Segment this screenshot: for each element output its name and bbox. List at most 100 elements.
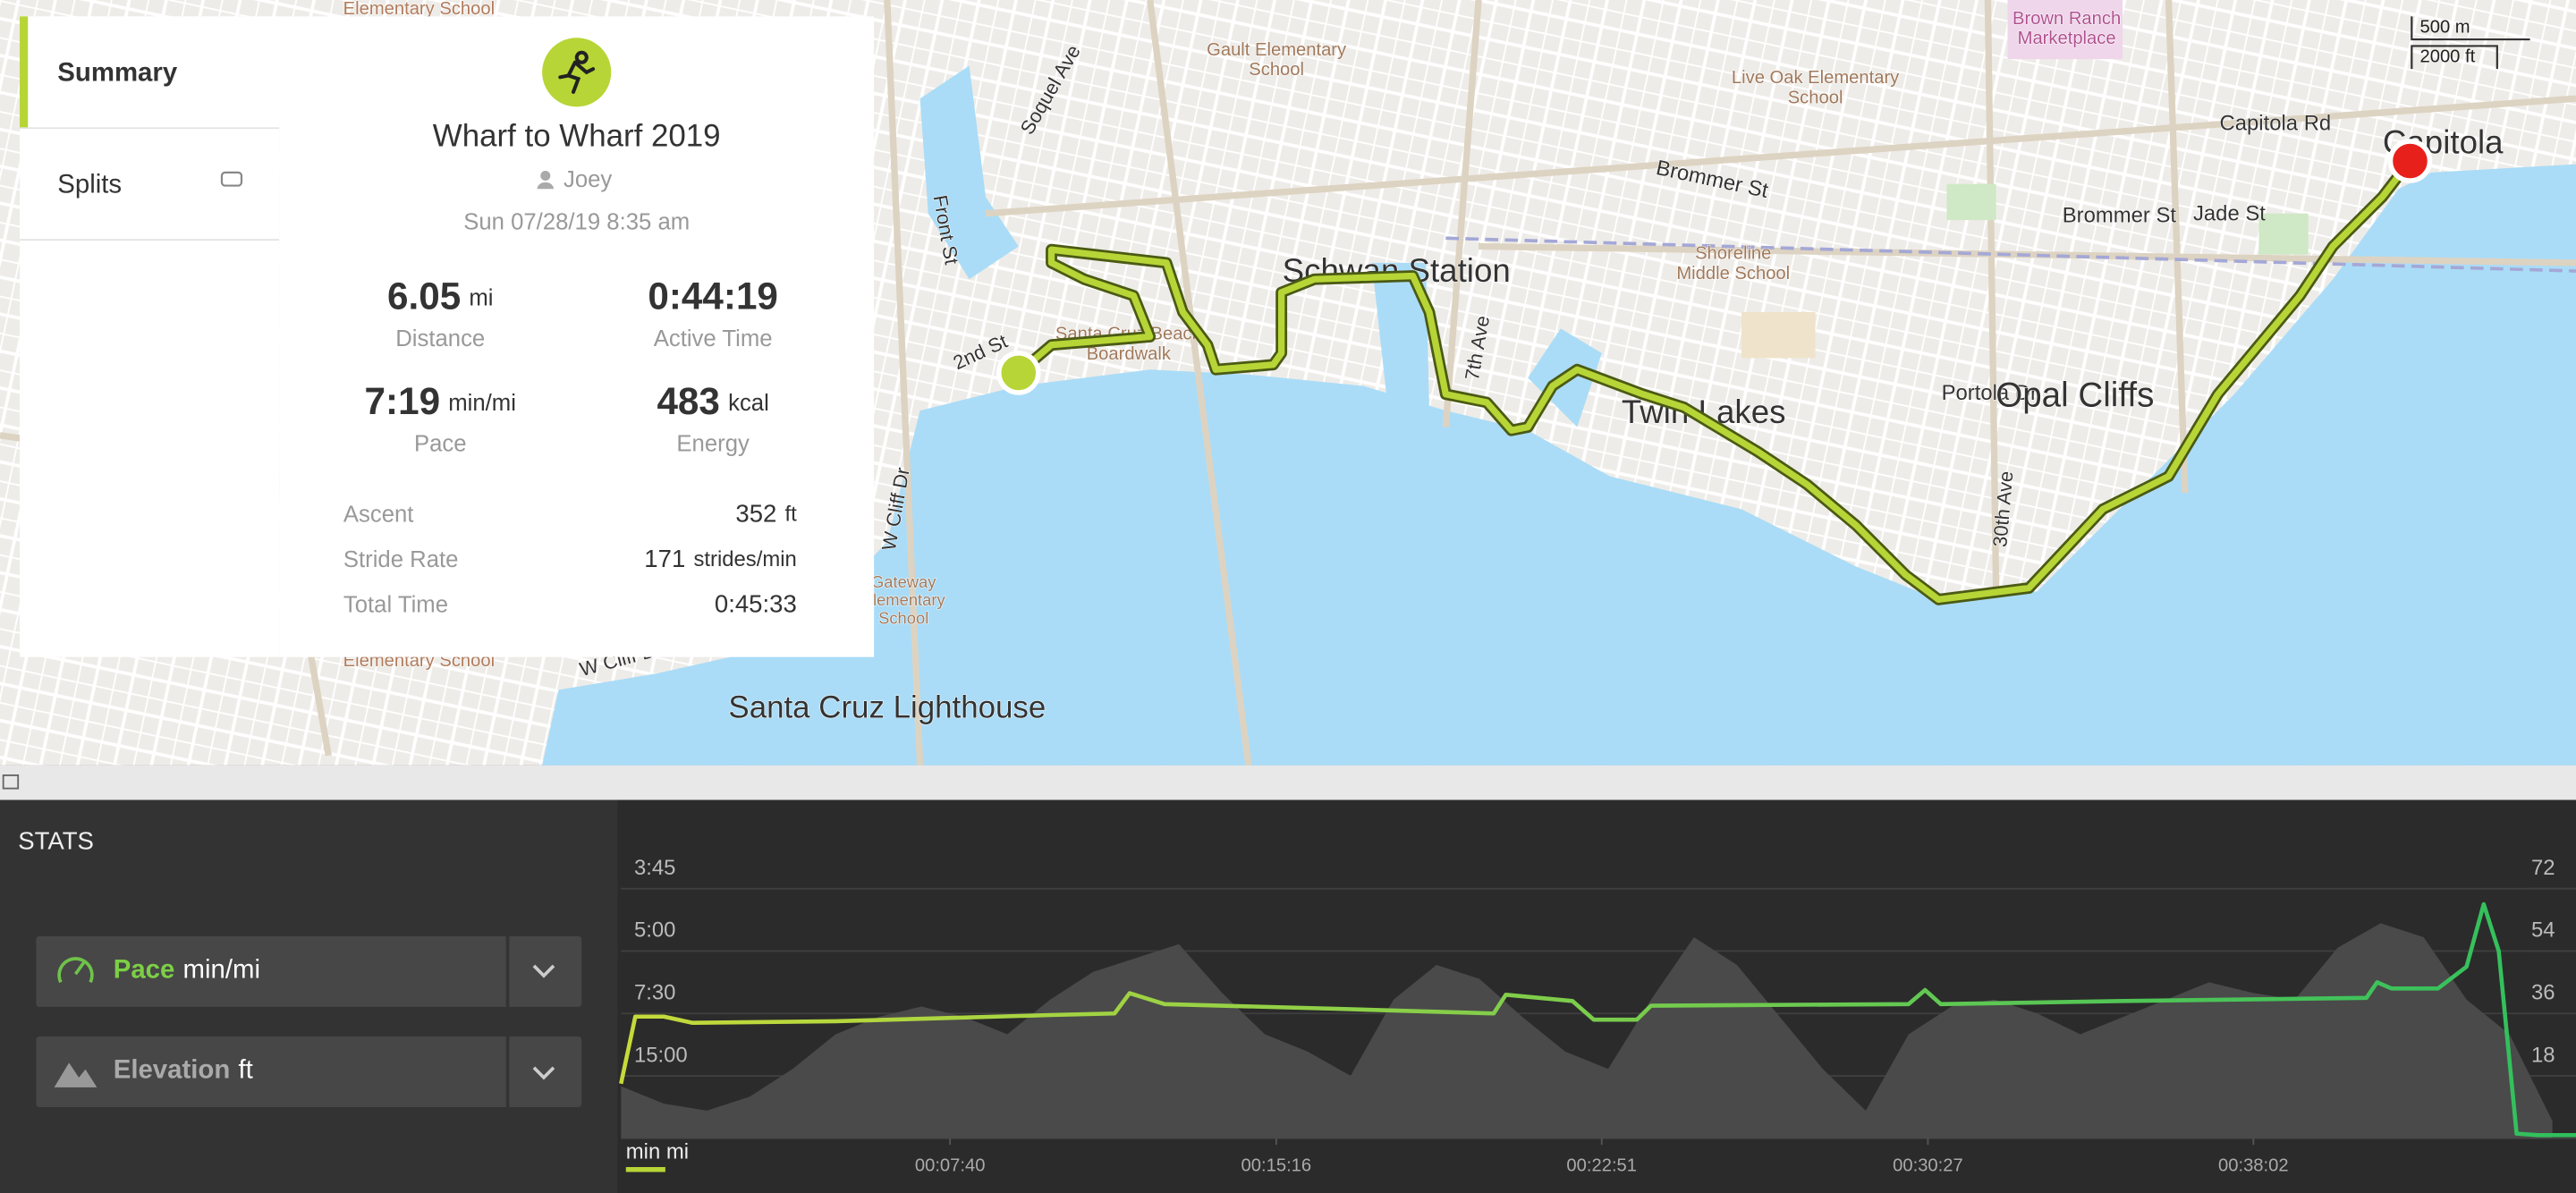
map-label: Opal Cliffs xyxy=(1996,377,2154,415)
map-label: Live Oak Elementary School xyxy=(1732,69,1900,108)
map-label-line: Opal Cliffs xyxy=(1996,377,2154,415)
x-tick-label: 00:30:27 xyxy=(1893,1155,1963,1175)
map-label-line: School xyxy=(1788,89,1843,108)
map-label: Shoreline Middle School xyxy=(1676,244,1790,283)
activity-icon xyxy=(542,38,612,107)
expand-icon[interactable] xyxy=(2,774,20,790)
map-label-line: Marketplace xyxy=(2018,30,2116,49)
map-label-line: School xyxy=(1249,61,1304,80)
metric-select[interactable]: Pace min/mi xyxy=(36,935,582,1007)
stat-value: 483 kcal xyxy=(657,380,768,422)
tab-label[interactable]: Summary xyxy=(57,57,178,87)
stat-label: Pace xyxy=(414,432,467,457)
detail-value: 0:45:33 xyxy=(715,590,797,618)
y2-tick-label: 36 xyxy=(2531,981,2555,1005)
stat-number: 483 xyxy=(657,380,719,422)
stat-value: 7:19 min/mi xyxy=(365,380,516,422)
workout-title: Wharf to Wharf 2019 xyxy=(433,119,721,154)
map-label: Portola Dr xyxy=(1942,381,2038,405)
map-poi xyxy=(2007,0,2123,60)
stat-label: Distance xyxy=(395,326,485,351)
stat-value: 0:44:19 xyxy=(648,275,778,317)
legend-label: min mi xyxy=(626,1140,689,1164)
detail-number: 352 xyxy=(735,500,776,528)
map-label-line: Elementary xyxy=(862,590,946,609)
detail-unit: ft xyxy=(785,503,798,527)
map-label-line: Brown Ranch xyxy=(2012,9,2121,29)
sidebar: Summary Splits xyxy=(20,16,280,657)
tab-indicator xyxy=(20,16,29,129)
y2-tick-label: 72 xyxy=(2531,856,2555,880)
stat-unit: min/mi xyxy=(448,391,516,416)
panel-title: STATS xyxy=(18,827,94,855)
route xyxy=(1016,158,2413,604)
metric-name: Elevation xyxy=(114,1054,231,1084)
chart: 3:455:007:3015:00--72543618000:07:4000:1… xyxy=(619,856,2576,1175)
stat-number: 7:19 xyxy=(365,380,441,422)
map-label: Elementary School xyxy=(343,0,495,19)
metric-label[interactable]: Pace min/mi xyxy=(114,954,260,984)
y-tick-label: 3:45 xyxy=(634,856,675,880)
x-tick-label: 00:15:16 xyxy=(1241,1155,1312,1175)
map-label-line: School xyxy=(878,608,928,627)
map-label-line: Shoreline xyxy=(1695,244,1771,264)
scale-label: 2000 ft xyxy=(2420,47,2476,67)
map-label-line: Live Oak Elementary xyxy=(1732,69,1900,89)
map-label: Capitola Rd xyxy=(2220,112,2332,136)
tab-summary[interactable] xyxy=(20,16,280,129)
y-tick-label: 5:00 xyxy=(634,918,675,943)
runner-glyph xyxy=(558,50,596,94)
detail-label: Ascent xyxy=(343,503,414,528)
map-park xyxy=(1946,183,1996,221)
map-label-line: Middle School xyxy=(1676,264,1790,283)
x-tick-label: 00:07:40 xyxy=(915,1155,986,1175)
y-tick-label: 7:30 xyxy=(634,981,675,1005)
map-water xyxy=(542,164,2576,766)
map-label: Gateway Elementary School xyxy=(862,572,946,627)
stat-label: Energy xyxy=(676,432,750,457)
map-park xyxy=(2258,213,2309,255)
user-icon xyxy=(540,171,551,182)
map-label-line: Jade St xyxy=(2193,202,2266,226)
map-label-line: Santa Cruz Lighthouse xyxy=(728,690,1046,725)
divider-bar xyxy=(0,765,2576,800)
metric-select[interactable]: Elevation ft xyxy=(36,1036,582,1107)
map-label: Santa Cruz Lighthouse xyxy=(728,690,1046,725)
map-school xyxy=(1741,311,1816,359)
summary-card: Wharf to Wharf 2019 Joey Sun 07/28/19 8:… xyxy=(279,16,875,657)
stat-value: 6.05 mi xyxy=(387,275,494,317)
x-tick-label: 00:38:02 xyxy=(2218,1155,2289,1175)
detail-unit: strides/min xyxy=(693,548,796,572)
tab-label[interactable]: Splits xyxy=(57,169,122,199)
pace-line xyxy=(619,901,2576,1138)
stat-number: 6.05 xyxy=(387,275,461,317)
user-icon xyxy=(537,182,554,190)
scale-label: 500 m xyxy=(2420,18,2470,38)
y2-tick-label: 18 xyxy=(2531,1043,2555,1067)
elevation-area xyxy=(621,923,2553,1138)
end-marker[interactable] xyxy=(2387,139,2433,183)
splits-icon xyxy=(220,171,243,187)
metric-name: Pace xyxy=(114,954,175,984)
start-marker[interactable] xyxy=(996,351,1041,395)
detail-value: 352 ft xyxy=(735,500,797,528)
detail-value: 171 strides/min xyxy=(644,546,797,573)
map-label-line: Gault Elementary xyxy=(1207,40,1347,60)
detail-number: 0:45:33 xyxy=(715,590,797,618)
map-label-line: Portola Dr xyxy=(1942,381,2038,405)
metric-unit: min/mi xyxy=(183,954,261,984)
map-label-line: Boardwalk xyxy=(1087,344,1172,364)
stat-unit: mi xyxy=(469,285,493,310)
detail-number: 171 xyxy=(644,546,685,573)
stat-number: 0:44:19 xyxy=(648,275,778,317)
detail-label: Stride Rate xyxy=(343,547,459,572)
workout-date: Sun 07/28/19 8:35 am xyxy=(463,210,690,235)
stat-label: Active Time xyxy=(654,326,773,351)
y-tick-label: 15:00 xyxy=(634,1043,688,1067)
metric-label[interactable]: Elevation ft xyxy=(114,1054,253,1084)
map-label-line: Elementary School xyxy=(343,0,495,19)
stats-panel: STATS Pace min/mi Elevation ft 3:45 5:00 7:3… xyxy=(0,800,2576,1193)
map-label-line: Brommer St xyxy=(2063,204,2177,228)
